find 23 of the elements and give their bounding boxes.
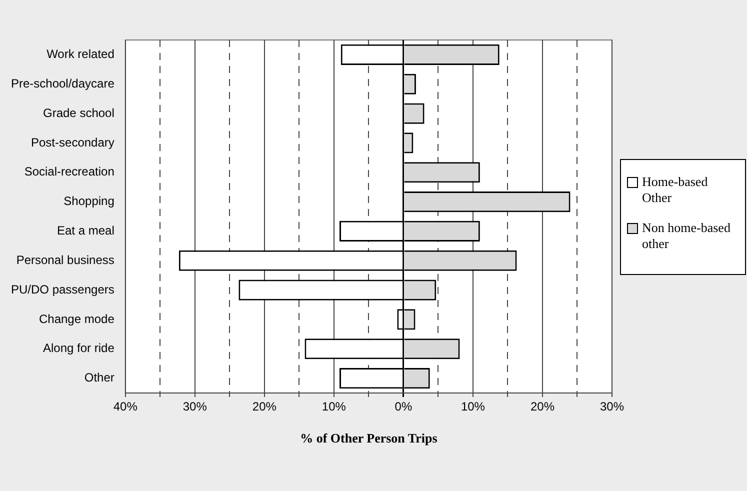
y-tick-label: Eat a meal (57, 224, 114, 238)
x-tick-label: 20% (252, 400, 277, 414)
y-tick-label: Other (84, 370, 114, 385)
y-tick-label: Shopping (64, 194, 114, 208)
y-tick-label: PU/DO passengers (10, 282, 114, 296)
x-tick-label: 40% (113, 400, 138, 414)
x-axis-title: % of Other Person Trips (300, 430, 438, 446)
legend-label: Non home-based other (642, 220, 732, 252)
text: Home-based Other (642, 174, 709, 206)
y-tick-label: Pre-school/daycare (10, 76, 115, 90)
x-tick-label: 10% (460, 400, 486, 414)
y-tick-label: Along for ride (43, 341, 115, 356)
x-tick-label: 10% (322, 400, 346, 414)
x-tick-label: 0% (394, 400, 412, 414)
y-tick-label: Grade school (43, 106, 114, 120)
y-tick-label: Work related (46, 47, 114, 62)
y-tick-label: Personal business (16, 252, 114, 267)
x-tick-label: 30% (600, 400, 624, 414)
y-tick-label: Social-recreation (24, 164, 114, 179)
x-tick-label: 20% (530, 400, 555, 414)
y-tick-label: Change mode (38, 312, 115, 326)
y-tick-label: Post-secondary (31, 135, 114, 150)
x-tick-label: 30% (182, 400, 208, 414)
